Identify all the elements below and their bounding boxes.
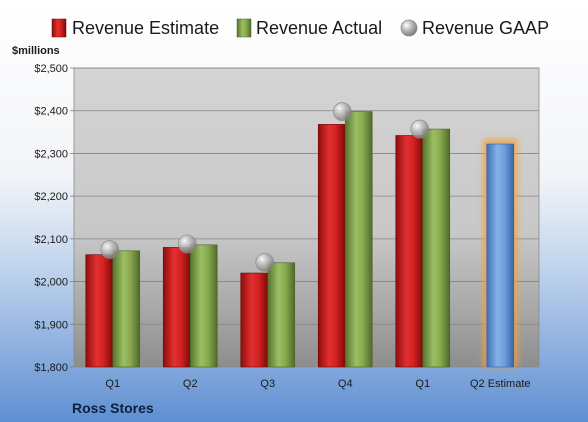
x-tick-label-5-q2-estimate: Q2 Estimate bbox=[470, 378, 531, 390]
y-tick-label-1900: $1,900 bbox=[34, 319, 68, 331]
y-tick-label-1800: $1,800 bbox=[34, 362, 68, 374]
y-tick-label-2500: $2,500 bbox=[34, 63, 68, 75]
legend-label-revenue-estimate: Revenue Estimate bbox=[72, 18, 219, 38]
legend-swatch-revenue-actual bbox=[236, 18, 252, 38]
legend-label-revenue-gaap: Revenue GAAP bbox=[422, 18, 549, 38]
legend-label-revenue-actual: Revenue Actual bbox=[256, 18, 382, 38]
bar-revenue-actual-1 bbox=[189, 244, 218, 368]
x-tick-label-0-q1: Q1 bbox=[105, 378, 120, 390]
bar-revenue-actual-3 bbox=[344, 111, 373, 368]
y-tick-label-2400: $2,400 bbox=[34, 106, 68, 118]
y-tick-label-2100: $2,100 bbox=[34, 234, 68, 246]
bar-revenue-estimate-1 bbox=[162, 247, 191, 368]
legend: Revenue Estimate Revenue Actual Revenue … bbox=[51, 18, 549, 38]
bar-revenue-actual-0 bbox=[112, 250, 141, 368]
x-tick-label-2-q3: Q3 bbox=[260, 378, 275, 390]
x-axis-tick-labels: Q1 Q2 Q3 Q4 Q1 Q2 Estimate bbox=[105, 378, 530, 390]
marker-revenue-gaap-4 bbox=[410, 119, 430, 139]
company-name: Ross Stores bbox=[72, 400, 154, 416]
bar-revenue-estimate-3 bbox=[317, 124, 346, 368]
x-tick-label-4-q1: Q1 bbox=[415, 378, 430, 390]
bars bbox=[85, 111, 518, 368]
marker-revenue-gaap-3 bbox=[332, 102, 352, 121]
bar-revenue-estimate-0 bbox=[85, 254, 114, 368]
y-tick-label-2200: $2,200 bbox=[34, 191, 68, 203]
gaap-markers bbox=[100, 102, 430, 272]
y-tick-label-2300: $2,300 bbox=[34, 148, 68, 160]
bar-revenue-estimate-4 bbox=[395, 135, 424, 368]
bar-q2-estimate-5 bbox=[486, 143, 515, 368]
y-axis-unit-label: $millions bbox=[12, 45, 60, 57]
plot-area bbox=[73, 67, 540, 368]
bar-revenue-actual-4 bbox=[422, 128, 451, 368]
y-tick-label-2000: $2,000 bbox=[34, 277, 68, 289]
x-tick-label-3-q4: Q4 bbox=[338, 378, 353, 390]
marker-revenue-gaap-1 bbox=[177, 234, 197, 254]
marker-revenue-gaap-0 bbox=[100, 240, 120, 259]
gridlines bbox=[70, 67, 539, 368]
bar-revenue-actual-2 bbox=[267, 262, 296, 368]
marker-revenue-gaap-2 bbox=[255, 252, 275, 272]
bar-revenue-estimate-2 bbox=[240, 272, 269, 368]
legend-swatch-revenue-estimate bbox=[51, 18, 67, 38]
legend-marker-revenue-gaap bbox=[400, 19, 418, 37]
y-axis-tick-labels: $1,800 $1,900 $2,000 $2,100 $2,200 $2,300 $2,4… bbox=[34, 63, 68, 374]
x-tick-label-1-q2: Q2 bbox=[183, 378, 198, 390]
